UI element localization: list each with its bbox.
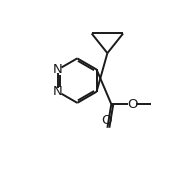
- Text: O: O: [102, 114, 112, 127]
- Text: N: N: [53, 85, 63, 98]
- Text: N: N: [53, 63, 63, 76]
- Text: O: O: [127, 98, 137, 111]
